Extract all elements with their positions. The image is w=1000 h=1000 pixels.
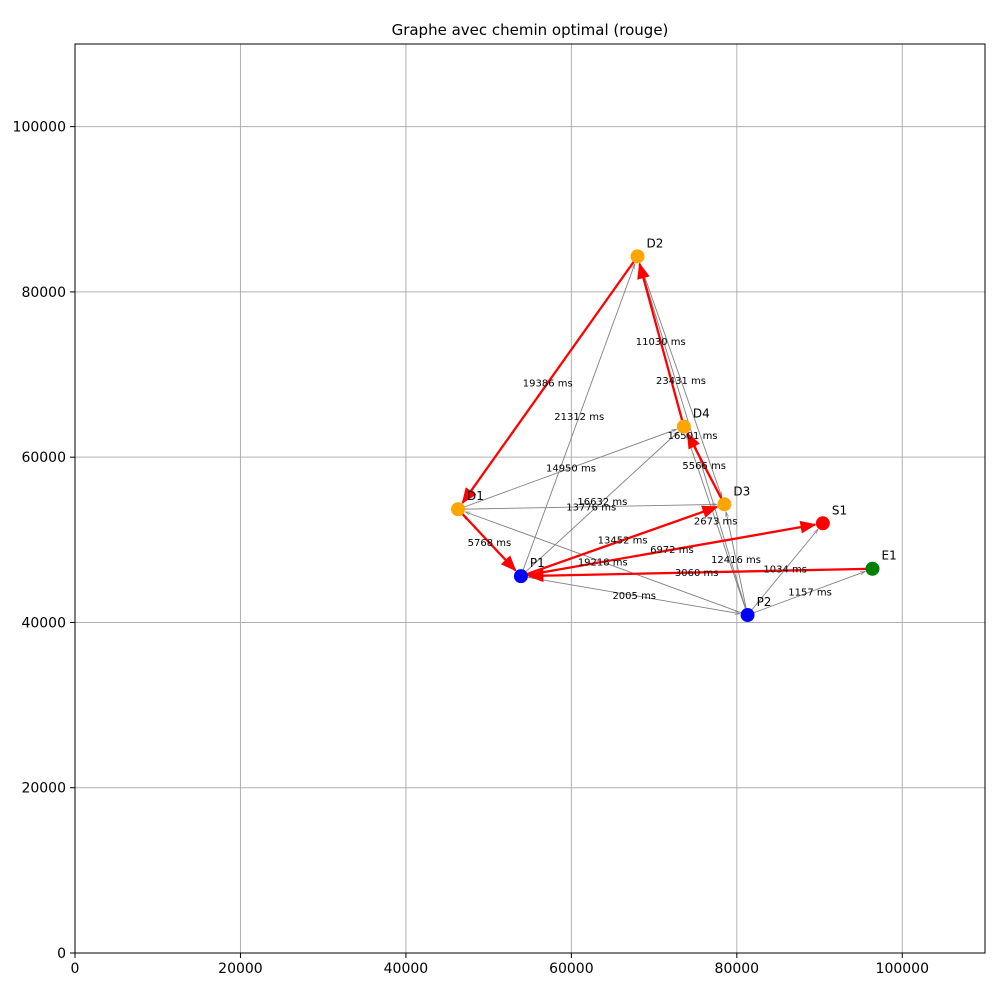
edge-label: 3060 ms	[675, 568, 719, 579]
edges	[457, 256, 873, 616]
node-label: D3	[733, 484, 750, 498]
edge-label: 12416 ms	[711, 555, 761, 566]
node-label: P2	[757, 595, 772, 609]
grid	[74, 44, 985, 954]
edge-label: 2005 ms	[612, 591, 656, 602]
graph-edge	[747, 529, 818, 616]
x-tick-label: 20000	[218, 961, 263, 977]
edge-label: 1157 ms	[788, 587, 832, 598]
edge-labels: 21312 ms 16632 ms 2005 ms 16501 ms 2673 ms 12…	[468, 337, 832, 602]
x-tick-label: 40000	[384, 961, 429, 977]
graph-edge	[458, 504, 716, 510]
graph-edge	[726, 512, 749, 616]
graph-edge	[520, 575, 740, 613]
node-d1	[451, 502, 466, 517]
node-s1	[815, 516, 830, 531]
node-label: D1	[467, 489, 484, 503]
optimal-path-edge	[520, 505, 719, 578]
node-p1	[513, 569, 528, 584]
node-label: S1	[832, 503, 847, 517]
node-p2	[740, 608, 755, 623]
graph-edge	[637, 256, 722, 496]
y-tick-label: 60000	[21, 450, 66, 466]
axis-ticks: 0 20000 40000 60000 80000 100000 0 20000 40000 60…	[13, 120, 929, 977]
nodes: D1 D2 D3 D4 P1 P2 S1 E1	[451, 236, 897, 623]
node-d4	[676, 419, 691, 434]
node-label: D4	[693, 407, 710, 421]
edge-label: 19218 ms	[578, 558, 628, 569]
y-tick-label: 100000	[13, 120, 66, 136]
edge-label: 5566 ms	[682, 461, 726, 472]
y-tick-label: 0	[57, 946, 66, 962]
optimal-path-edge	[637, 262, 685, 427]
graph-edge	[457, 429, 676, 510]
optimal-path-edge	[457, 508, 517, 572]
y-tick-label: 20000	[21, 781, 66, 797]
optimal-path-edge	[520, 520, 817, 578]
optimal-path-edge	[527, 567, 873, 583]
edge-label: 6972 ms	[650, 545, 694, 556]
edge-label: 19386 ms	[523, 378, 573, 389]
edge-label: 16501 ms	[668, 431, 718, 442]
edge-label: 5768 ms	[468, 538, 512, 549]
chart-title: Graphe avec chemin optimal (rouge)	[392, 21, 669, 39]
node-d2	[630, 249, 645, 264]
edge-label: 21312 ms	[554, 412, 604, 423]
graph-edge	[520, 432, 678, 577]
node-label: P1	[530, 556, 545, 570]
x-tick-label: 80000	[715, 961, 760, 977]
graph-edge	[686, 434, 748, 616]
node-label: D2	[647, 236, 664, 250]
node-label: E1	[881, 549, 896, 563]
graph-edge	[466, 512, 748, 616]
edge-label: 13452 ms	[598, 536, 648, 547]
edge-label: 2673 ms	[694, 516, 738, 527]
node-e1	[865, 561, 880, 576]
edge-label: 1034 ms	[763, 565, 807, 576]
y-tick-label: 80000	[21, 285, 66, 301]
optimal-path-edge	[686, 432, 726, 505]
x-tick-label: 0	[71, 961, 80, 977]
edge-label: 23431 ms	[656, 376, 706, 387]
edge-label: 16632 ms	[577, 497, 627, 508]
plot-frame	[74, 43, 986, 954]
edge-label: 11030 ms	[636, 337, 686, 348]
edge-label: 13776 ms	[566, 502, 616, 513]
optimal-path	[457, 255, 873, 583]
optimal-path-edge	[461, 255, 639, 505]
graph-edge	[520, 264, 635, 577]
x-tick-label: 100000	[876, 961, 929, 977]
graph-edge	[747, 572, 865, 616]
x-tick-label: 60000	[549, 961, 594, 977]
y-tick-label: 40000	[21, 615, 66, 631]
node-d3	[717, 497, 732, 512]
edge-label: 14950 ms	[546, 463, 596, 474]
